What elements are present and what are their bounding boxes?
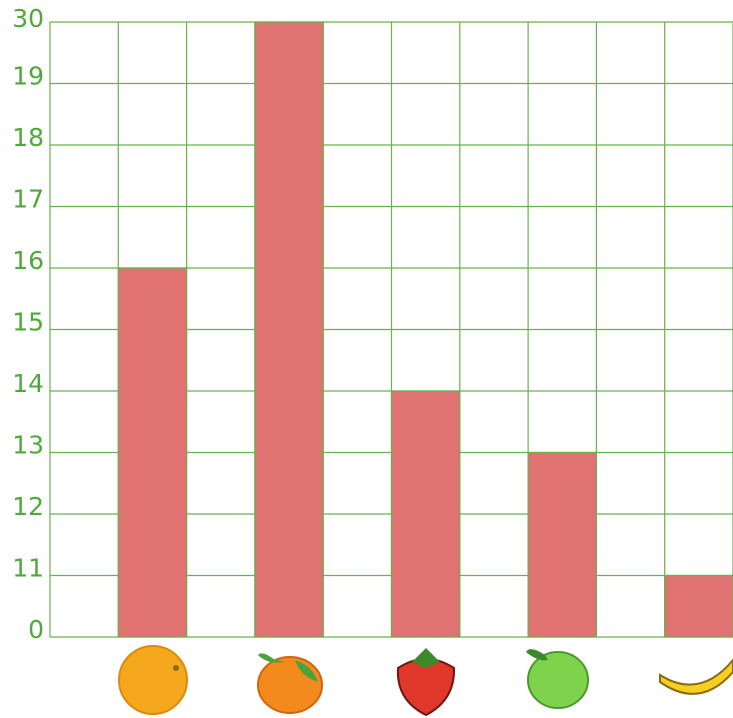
y-tick-label: 0 <box>28 615 44 644</box>
bar <box>254 21 324 638</box>
lemon-icon <box>118 645 188 715</box>
y-tick-label: 12 <box>12 492 44 521</box>
y-tick-label: 30 <box>12 4 44 33</box>
apple-icon <box>526 649 589 709</box>
strawberry-icon <box>396 648 456 717</box>
y-tick-label: 11 <box>12 554 44 583</box>
y-tick-label: 19 <box>12 62 44 91</box>
y-tick-label: 13 <box>12 431 44 460</box>
y-tick-label: 17 <box>12 185 44 214</box>
y-tick-label: 18 <box>12 123 44 152</box>
y-tick-label: 16 <box>12 246 44 275</box>
tangerine-icon <box>257 653 323 714</box>
bar <box>527 451 597 638</box>
bar <box>117 267 188 638</box>
fruit-icons <box>118 645 733 717</box>
banana-icon <box>659 658 733 695</box>
bar <box>390 390 461 638</box>
bar <box>664 574 733 638</box>
y-tick-label: 15 <box>12 308 44 337</box>
y-tick-label: 14 <box>12 369 44 398</box>
